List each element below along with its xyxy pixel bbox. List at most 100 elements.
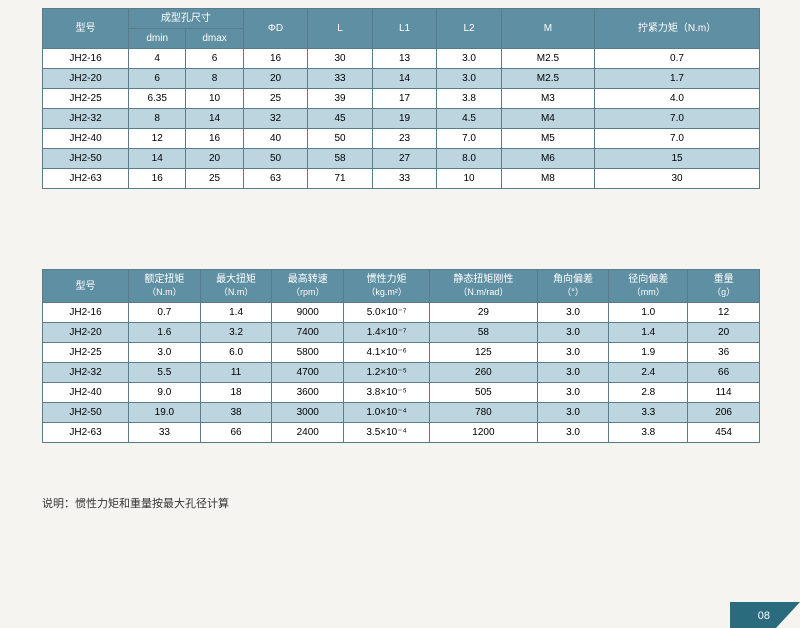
table-cell: 1.2×10⁻⁵ xyxy=(344,363,430,383)
table-row: JH2-256.35102539173.8M34.0 xyxy=(43,89,760,109)
table-cell: JH2-40 xyxy=(43,383,129,403)
table-cell: 7.0 xyxy=(595,109,760,129)
table-cell: 1.0 xyxy=(609,303,688,323)
table2-body: JH2-160.71.490005.0×10⁻⁷293.01.012JH2-20… xyxy=(43,303,760,443)
table-cell: 4.0 xyxy=(595,89,760,109)
table-cell: 29 xyxy=(430,303,538,323)
table-cell: 18 xyxy=(200,383,272,403)
table-cell: 1.4×10⁻⁷ xyxy=(344,323,430,343)
table-cell: M8 xyxy=(501,169,594,189)
table-cell: 33 xyxy=(372,169,437,189)
table-cell: JH2-50 xyxy=(43,403,129,423)
table-cell: 19.0 xyxy=(129,403,201,423)
table-cell: M2.5 xyxy=(501,69,594,89)
table-cell: 8.0 xyxy=(437,149,502,169)
page-corner: 08 xyxy=(730,594,800,628)
table-cell: 260 xyxy=(430,363,538,383)
table-row: JH2-5014205058278.0M615 xyxy=(43,149,760,169)
table2-header: 型号 额定扭矩（N.m） 最大扭矩（N.m） 最高转速（rpm） 惯性力矩（kg… xyxy=(43,270,760,303)
col-dmax: dmax xyxy=(186,29,243,49)
table-cell: 27 xyxy=(372,149,437,169)
table-cell: 20 xyxy=(186,149,243,169)
table-row: JH2-325.51147001.2×10⁻⁵2603.02.466 xyxy=(43,363,760,383)
table-row: JH2-201.63.274001.4×10⁻⁷583.01.420 xyxy=(43,323,760,343)
table1-body: JH2-16461630133.0M2.50.7JH2-20682033143.… xyxy=(43,49,760,189)
table-cell: 3.0 xyxy=(537,343,609,363)
col-L2: L2 xyxy=(437,9,502,49)
col-phiD: ΦD xyxy=(243,9,308,49)
col-bore: 成型孔尺寸 xyxy=(129,9,244,29)
table-cell: 17 xyxy=(372,89,437,109)
table-row: JH2-160.71.490005.0×10⁻⁷293.01.012 xyxy=(43,303,760,323)
table-cell: 58 xyxy=(430,323,538,343)
table-cell: 12 xyxy=(129,129,186,149)
table-cell: 206 xyxy=(688,403,760,423)
table-cell: 3.2 xyxy=(200,323,272,343)
table-cell: M6 xyxy=(501,149,594,169)
table-cell: 13 xyxy=(372,49,437,69)
table-cell: 5.0×10⁻⁷ xyxy=(344,303,430,323)
table-cell: M2.5 xyxy=(501,49,594,69)
table-row: JH2-409.01836003.8×10⁻⁵5053.02.8114 xyxy=(43,383,760,403)
col-torque: 拧紧力矩（N.m） xyxy=(595,9,760,49)
table-cell: 39 xyxy=(308,89,373,109)
table-cell: 40 xyxy=(243,129,308,149)
col-M: M xyxy=(501,9,594,49)
col2-stiff: 静态扭矩刚性（N.m/rad） xyxy=(430,270,538,303)
table-cell: 3.0 xyxy=(537,323,609,343)
specs-table: 型号 额定扭矩（N.m） 最大扭矩（N.m） 最高转速（rpm） 惯性力矩（kg… xyxy=(42,269,760,443)
table-cell: 6.0 xyxy=(200,343,272,363)
table-cell: 33 xyxy=(129,423,201,443)
table-row: JH2-5019.03830001.0×10⁻⁴7803.03.3206 xyxy=(43,403,760,423)
table-cell: JH2-25 xyxy=(43,343,129,363)
table-cell: 780 xyxy=(430,403,538,423)
table-cell: 2.8 xyxy=(609,383,688,403)
table-cell: M5 xyxy=(501,129,594,149)
table-cell: M4 xyxy=(501,109,594,129)
table-cell: 3.0 xyxy=(437,49,502,69)
table-cell: 71 xyxy=(308,169,373,189)
table-cell: 125 xyxy=(430,343,538,363)
table-cell: 30 xyxy=(595,169,760,189)
table-cell: 50 xyxy=(243,149,308,169)
table-cell: JH2-20 xyxy=(43,323,129,343)
table-cell: JH2-40 xyxy=(43,129,129,149)
table-cell: M3 xyxy=(501,89,594,109)
table-cell: 3.0 xyxy=(537,303,609,323)
table-cell: JH2-25 xyxy=(43,89,129,109)
table-row: JH2-4012164050237.0M57.0 xyxy=(43,129,760,149)
table-cell: 16 xyxy=(129,169,186,189)
table-cell: 6 xyxy=(186,49,243,69)
table-row: JH2-328143245194.5M47.0 xyxy=(43,109,760,129)
table-cell: 33 xyxy=(308,69,373,89)
table-cell: 66 xyxy=(200,423,272,443)
table-cell: 14 xyxy=(129,149,186,169)
table-row: JH2-20682033143.0M2.51.7 xyxy=(43,69,760,89)
table-cell: JH2-63 xyxy=(43,169,129,189)
table-cell: 10 xyxy=(437,169,502,189)
table-row: JH2-16461630133.0M2.50.7 xyxy=(43,49,760,69)
table-cell: 3.8 xyxy=(437,89,502,109)
table-cell: 4700 xyxy=(272,363,344,383)
page-number: 08 xyxy=(758,610,770,622)
col2-rad: 径向偏差（mm） xyxy=(609,270,688,303)
table-cell: 5800 xyxy=(272,343,344,363)
table-cell: 2400 xyxy=(272,423,344,443)
table-cell: 45 xyxy=(308,109,373,129)
table-cell: 3000 xyxy=(272,403,344,423)
table-cell: 32 xyxy=(243,109,308,129)
col2-rated: 额定扭矩（N.m） xyxy=(129,270,201,303)
table-cell: JH2-16 xyxy=(43,303,129,323)
table-cell: JH2-50 xyxy=(43,149,129,169)
table-cell: 20 xyxy=(243,69,308,89)
table-cell: 0.7 xyxy=(129,303,201,323)
table-cell: 3.0 xyxy=(537,363,609,383)
table-cell: 3.8 xyxy=(609,423,688,443)
col2-max: 最大扭矩（N.m） xyxy=(200,270,272,303)
table-cell: 10 xyxy=(186,89,243,109)
table-cell: 3.0 xyxy=(537,423,609,443)
table-row: JH2-253.06.058004.1×10⁻⁶1253.01.936 xyxy=(43,343,760,363)
table-cell: 3.0 xyxy=(537,383,609,403)
table-cell: 4 xyxy=(129,49,186,69)
col-L: L xyxy=(308,9,373,49)
